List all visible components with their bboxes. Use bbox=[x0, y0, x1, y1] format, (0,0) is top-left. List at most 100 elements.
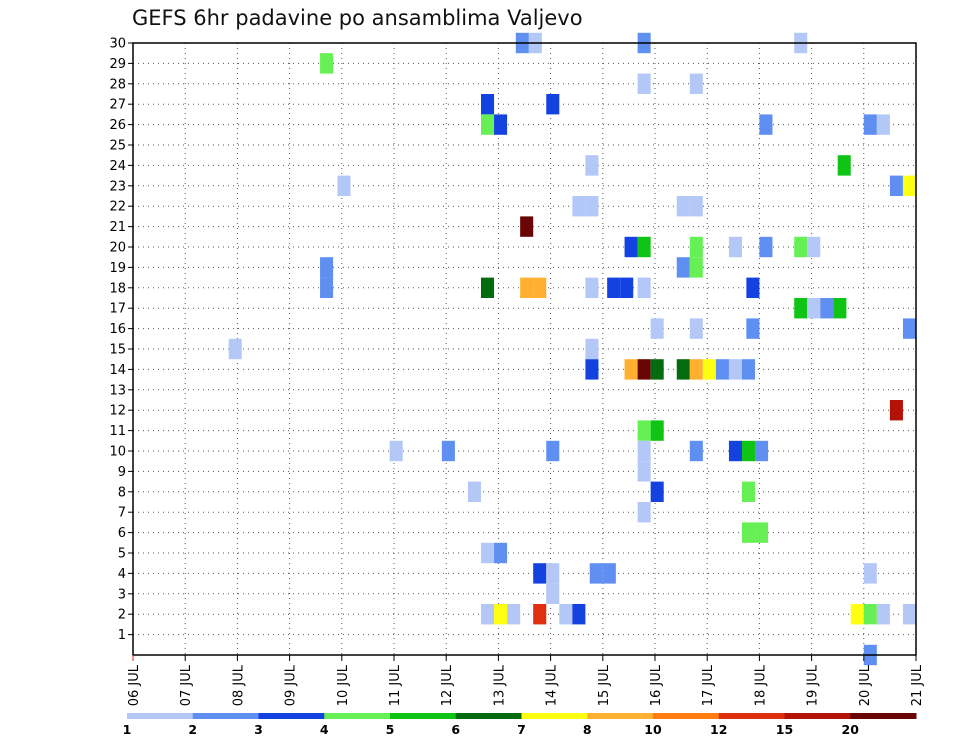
precip-cell bbox=[650, 359, 664, 380]
precip-cell bbox=[902, 318, 916, 339]
y-tick-label: 5 bbox=[118, 547, 126, 562]
precip-cell bbox=[602, 563, 616, 584]
x-tick-label: 14 JUL bbox=[545, 664, 560, 706]
colorbar-label: 20 bbox=[842, 722, 860, 737]
precip-cell bbox=[902, 175, 916, 196]
colorbar-label: 10 bbox=[644, 722, 662, 737]
colorbar-label: 3 bbox=[254, 722, 263, 737]
precip-cell bbox=[833, 298, 847, 319]
x-tick-label: 16 JUL bbox=[649, 664, 664, 706]
x-tick-label: 15 JUL bbox=[597, 664, 612, 706]
precip-cell bbox=[589, 563, 603, 584]
x-tick-label: 07 JUL bbox=[179, 664, 194, 706]
precip-cell bbox=[702, 359, 716, 380]
colorbar-swatch bbox=[455, 713, 522, 719]
precip-cell bbox=[689, 236, 703, 258]
grid-lines bbox=[133, 42, 916, 655]
colorbar-swatch bbox=[521, 713, 588, 719]
precip-cell bbox=[494, 604, 508, 625]
precip-cell bbox=[637, 502, 651, 523]
y-tick-label: 7 bbox=[118, 506, 126, 521]
precip-cell bbox=[481, 94, 495, 115]
precip-cell bbox=[742, 359, 756, 380]
precip-cell bbox=[876, 604, 890, 625]
x-tick-label: 13 JUL bbox=[492, 664, 507, 706]
y-tick-label: 19 bbox=[109, 261, 126, 276]
precip-cell bbox=[337, 175, 351, 196]
precip-cell bbox=[637, 440, 651, 462]
y-tick-label: 11 bbox=[109, 424, 126, 439]
y-tick-label: 29 bbox=[109, 57, 126, 72]
precip-cell bbox=[585, 359, 599, 380]
y-tick-label: 18 bbox=[109, 281, 126, 296]
y-tick-label: 16 bbox=[109, 322, 126, 337]
precip-cell bbox=[637, 236, 651, 258]
colorbar-label: 4 bbox=[320, 722, 329, 737]
x-tick-label: 19 JUL bbox=[806, 664, 821, 706]
precip-cell bbox=[650, 318, 664, 339]
precip-cell bbox=[746, 318, 760, 339]
y-tick-label: 9 bbox=[118, 465, 126, 480]
precip-cell bbox=[572, 196, 586, 217]
precip-cell bbox=[676, 359, 690, 380]
y-tick-label: 13 bbox=[109, 383, 126, 398]
colorbar-swatch bbox=[258, 713, 325, 719]
precip-cell bbox=[520, 277, 534, 298]
y-tick-label: 4 bbox=[118, 567, 126, 582]
precip-cell bbox=[889, 400, 903, 421]
precip-cell bbox=[585, 155, 599, 176]
precip-cell bbox=[863, 563, 877, 584]
y-tick-label: 27 bbox=[109, 98, 126, 113]
y-tick-label: 15 bbox=[109, 343, 126, 358]
precip-cell bbox=[902, 604, 916, 625]
precip-cell bbox=[585, 196, 599, 217]
y-tick-label: 28 bbox=[109, 77, 126, 92]
colorbar-label: 7 bbox=[517, 722, 526, 737]
precip-cell bbox=[689, 318, 703, 339]
precip-cell bbox=[728, 236, 742, 258]
precip-cell bbox=[689, 196, 703, 217]
precip-cell bbox=[863, 604, 877, 625]
precip-cell bbox=[728, 359, 742, 380]
x-tick-label: 21 JUL bbox=[910, 664, 925, 706]
precip-cell bbox=[228, 338, 242, 360]
precip-cell bbox=[794, 236, 808, 258]
precip-cell bbox=[620, 277, 634, 298]
colorbar-label: 8 bbox=[583, 722, 592, 737]
precip-cell bbox=[755, 440, 769, 462]
x-tick-label: 10 JUL bbox=[336, 664, 351, 706]
precip-cell bbox=[533, 277, 547, 298]
precip-cell bbox=[807, 298, 821, 319]
precip-cell bbox=[742, 481, 756, 502]
precip-cell bbox=[533, 604, 547, 625]
precip-cell bbox=[467, 481, 481, 502]
colorbar-label: 5 bbox=[386, 722, 395, 737]
precip-cell bbox=[807, 236, 821, 258]
precip-cell bbox=[650, 481, 664, 502]
precip-cell bbox=[689, 440, 703, 462]
precip-cell bbox=[889, 175, 903, 196]
precip-cell bbox=[794, 298, 808, 319]
y-tick-label: 22 bbox=[109, 200, 126, 215]
precip-cell bbox=[755, 522, 769, 543]
chart-title: GEFS 6hr padavine po ansamblima Valjevo bbox=[132, 6, 583, 30]
precip-cells bbox=[228, 32, 916, 666]
x-tick-label: 08 JUL bbox=[231, 664, 246, 706]
colorbar-label: 6 bbox=[451, 722, 460, 737]
precip-cell bbox=[572, 604, 586, 625]
precip-cell bbox=[546, 583, 560, 604]
precip-cell bbox=[481, 604, 495, 625]
colorbar-swatch bbox=[784, 713, 851, 719]
precip-cell bbox=[689, 73, 703, 94]
precip-cell bbox=[728, 440, 742, 462]
precip-cell bbox=[533, 563, 547, 584]
precip-cell bbox=[820, 298, 834, 319]
x-tick-label: 17 JUL bbox=[701, 664, 716, 706]
precip-cell bbox=[607, 277, 621, 298]
precip-cell bbox=[320, 53, 334, 74]
colorbar-swatch bbox=[324, 713, 391, 719]
precip-cell bbox=[481, 277, 495, 298]
y-tick-label: 14 bbox=[109, 363, 126, 378]
y-tick-label: 3 bbox=[118, 587, 126, 602]
precip-cell bbox=[559, 604, 573, 625]
